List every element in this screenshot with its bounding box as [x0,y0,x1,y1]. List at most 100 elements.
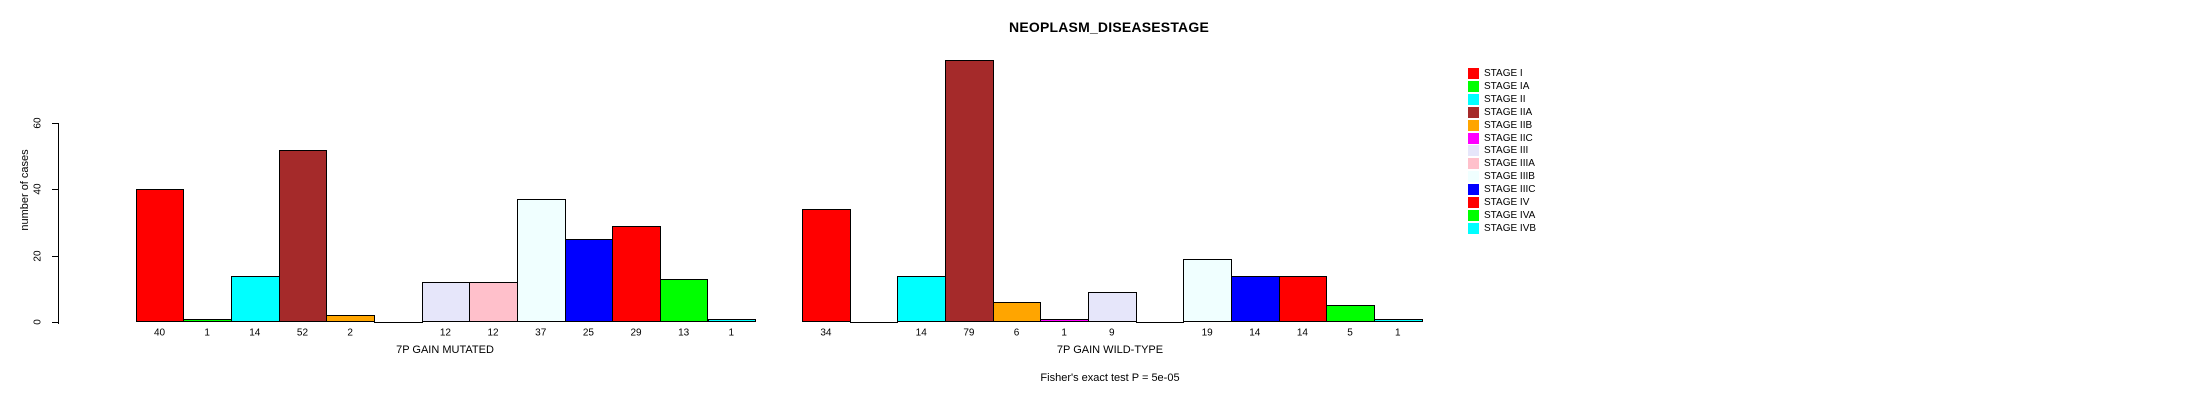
bar-value-label: 2 [347,327,353,339]
y-axis-tick-label: 20 [32,250,44,262]
legend-label: STAGE IA [1484,80,1530,92]
legend-item: STAGE III [1468,144,1528,157]
legend-item: STAGE IIIB [1468,170,1535,183]
legend-item: STAGE I [1468,67,1523,80]
y-axis-title: number of cases [19,149,31,231]
bar-value-label: 14 [1296,327,1308,339]
x-axis-group-label-mutated: 7P GAIN MUTATED [396,344,494,356]
legend-item: STAGE IV [1468,196,1529,209]
bar-stage-iic [1040,318,1089,322]
bar-value-label: 19 [1201,327,1213,339]
bar-stage-ii [231,275,280,322]
legend-item: STAGE IIC [1468,132,1533,145]
bar-value-label: 1 [1061,327,1067,339]
legend-label: STAGE IIIB [1484,171,1535,183]
bar-stage-iva [1326,305,1375,322]
bar-stage-ivb [707,318,757,322]
bar-value-label: 9 [1109,327,1115,339]
x-axis-group-label-wild-type: 7P GAIN WILD-TYPE [1056,344,1164,356]
bar-stage-ivb [1373,318,1423,322]
bar-value-label: 37 [535,327,547,339]
bar-stage-iii [421,282,471,322]
bar-stage-i [135,189,185,322]
legend-label: STAGE IIIC [1484,184,1536,196]
bar-stage-iv [612,225,661,322]
bar-stage-iiib [1183,258,1232,322]
zero-bar-line [373,322,423,323]
legend-item: STAGE IVB [1468,222,1536,235]
bar-stage-iia [945,59,994,322]
bar-value-label: 14 [915,327,927,339]
fisher-test-annotation: Fisher's exact test P = 5e-05 [1040,372,1180,384]
legend-label: STAGE IVB [1484,222,1537,234]
bar-stage-ia [183,318,232,322]
y-axis-line [58,122,59,324]
legend-label: STAGE IIIA [1484,158,1535,170]
bar-value-label: 13 [678,327,690,339]
bar-stage-iiic [564,239,614,322]
bar-value-label: 79 [963,327,975,339]
bar-stage-i [802,209,851,322]
bar-value-label: 5 [1347,327,1353,339]
legend-swatch [1468,158,1479,170]
bar-stage-iva [659,278,709,322]
bar-value-label: 34 [820,327,832,339]
legend-label: STAGE IIC [1484,132,1533,144]
legend-swatch [1468,80,1479,92]
bar-value-label: 1 [728,327,735,339]
legend-swatch [1468,93,1479,105]
bar-stage-iii [1088,292,1137,322]
bar-stage-iib [992,302,1042,322]
legend-item: STAGE IIIC [1468,183,1536,196]
legend-label: STAGE IV [1484,197,1530,208]
zero-bar-line [849,322,899,323]
legend-swatch [1468,197,1479,208]
bar-stage-iib [326,315,375,322]
legend-label: STAGE II [1484,93,1526,105]
legend-item: STAGE IIA [1468,106,1532,119]
legend-item: STAGE IA [1468,80,1529,93]
bar-stage-ii [897,275,947,322]
legend-item: STAGE II [1468,93,1526,106]
bar-value-label: 1 [204,327,210,339]
bar-value-label: 12 [439,327,451,339]
legend-swatch [1468,132,1479,144]
y-axis-tick [52,189,58,191]
legend-swatch [1468,145,1479,157]
legend-item: STAGE IIIA [1468,157,1535,170]
bar-stage-iia [278,149,328,322]
y-axis-tick [52,255,58,257]
bar-value-label: 12 [487,327,499,339]
bar-value-label: 29 [630,327,642,339]
legend-swatch [1468,222,1479,234]
zero-bar-line [1135,322,1185,323]
bar-value-label: 1 [1394,327,1401,339]
legend-swatch [1468,68,1479,79]
legend-item: STAGE IIB [1468,119,1532,132]
legend-label: STAGE IVA [1484,209,1536,221]
bar-stage-iiia [469,282,518,322]
y-axis-tick [52,322,58,323]
bar-value-label: 14 [249,327,261,339]
y-axis-tick-label: 60 [32,117,44,129]
bar-stage-iv [1278,275,1328,322]
legend-swatch [1468,184,1479,196]
legend-label: STAGE IIB [1484,119,1533,131]
bar-value-label: 6 [1013,327,1020,339]
bar-value-label: 25 [582,327,594,339]
legend-item: STAGE IVA [1468,209,1535,222]
legend-swatch [1468,119,1479,131]
y-axis-tick-label: 0 [32,319,44,325]
legend-swatch [1468,106,1479,118]
legend-label: STAGE III [1484,145,1529,157]
bar-stage-iiic [1230,275,1280,322]
legend-label: STAGE IIA [1484,106,1533,118]
bar-value-label: 14 [1249,327,1261,339]
chart-title: NEOPLASM_DISEASESTAGE [1009,19,1209,35]
legend-swatch [1468,209,1479,221]
y-axis-tick [52,122,58,124]
bar-value-label: 52 [296,327,309,339]
bar-stage-iiib [516,199,566,322]
legend-label: STAGE I [1484,68,1523,79]
